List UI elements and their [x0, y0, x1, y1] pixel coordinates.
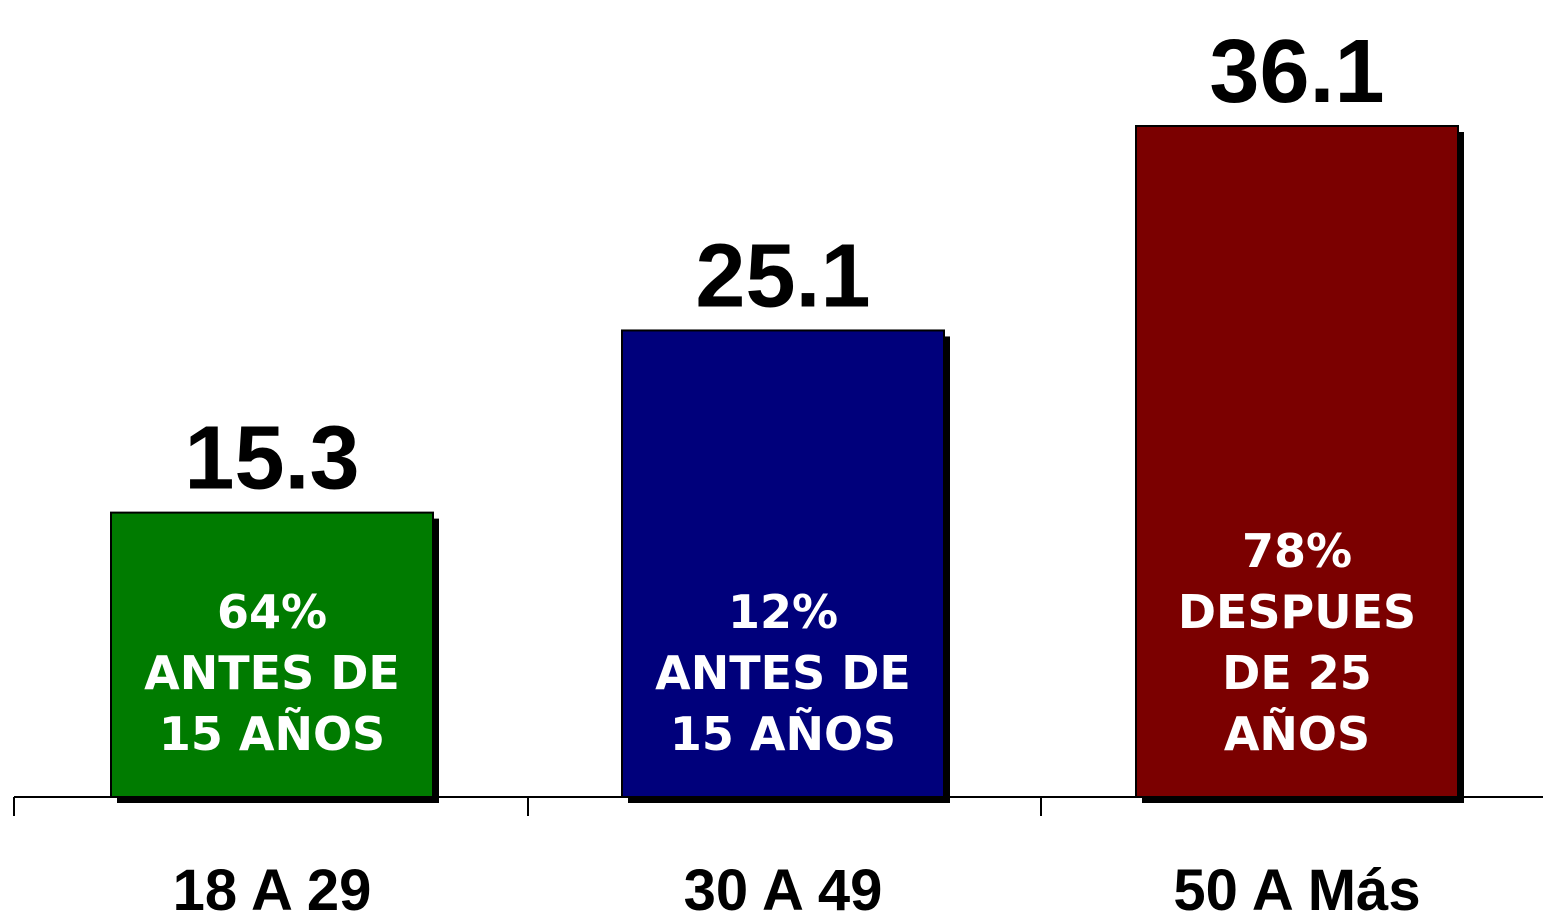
bar-2	[621, 329, 945, 798]
bar-annotation: 64%	[217, 585, 327, 639]
bar-annotation: ANTES DE	[144, 646, 400, 700]
bar-annotation: 12%	[728, 585, 838, 639]
bar-annotation: ANTES DE	[655, 646, 911, 700]
bar-3	[1135, 125, 1459, 798]
bar-annotation: AÑOS	[1224, 707, 1370, 761]
category-label: 50 A Más	[1173, 858, 1420, 918]
value-label: 25.1	[695, 226, 870, 326]
value-label: 15.3	[184, 409, 359, 509]
bar-1	[110, 511, 434, 798]
bar-annotation: 78%	[1242, 524, 1352, 578]
value-label: 36.1	[1209, 22, 1384, 122]
bar-annotation: 15 AÑOS	[159, 707, 385, 761]
bar-annotation: 15 AÑOS	[670, 707, 896, 761]
category-label: 18 A 29	[173, 858, 372, 918]
bar-annotation: DE 25	[1222, 646, 1372, 700]
bar-annotation: DESPUES	[1178, 585, 1416, 639]
category-label: 30 A 49	[684, 858, 883, 918]
